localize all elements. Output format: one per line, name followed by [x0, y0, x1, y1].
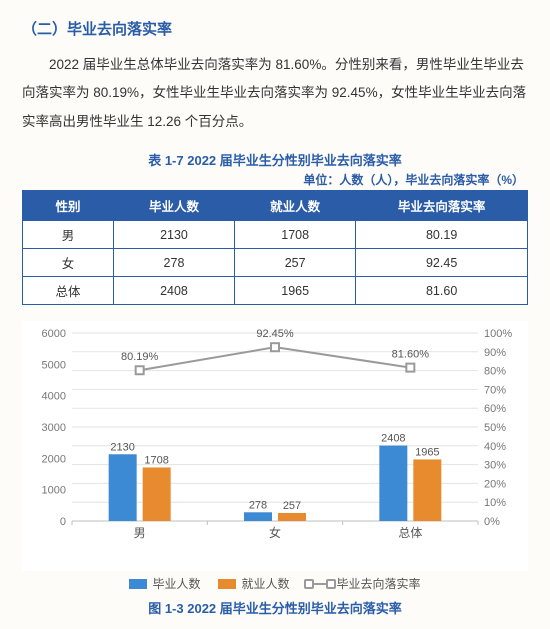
- section-title: （二）毕业去向落实率: [22, 18, 528, 39]
- svg-text:0: 0: [60, 516, 66, 528]
- swatch-line: [308, 583, 332, 585]
- legend-label: 就业人数: [241, 575, 289, 592]
- cell: 1965: [235, 277, 356, 305]
- svg-text:男: 男: [134, 526, 146, 540]
- cell: 81.60: [356, 277, 528, 305]
- table-header-row: 性别 毕业人数 就业人数 毕业去向落实率: [23, 191, 528, 221]
- th-emp-count: 就业人数: [235, 191, 356, 221]
- th-rate: 毕业去向落实率: [356, 191, 528, 221]
- table-row: 女 278 257 92.45: [23, 249, 528, 277]
- table-row: 男 2130 1708 80.19: [23, 221, 528, 249]
- svg-text:3000: 3000: [42, 422, 66, 434]
- table-row: 总体 2408 1965 81.60: [23, 277, 528, 305]
- svg-text:278: 278: [249, 499, 267, 511]
- svg-text:80.19%: 80.19%: [121, 351, 159, 363]
- cell: 257: [235, 249, 356, 277]
- chart-svg: 0% 10% 20% 30% 40% 50% 60% 70% 80% 90% 100% 0 1000 20…: [22, 321, 528, 561]
- legend-item-grad: 毕业人数: [129, 575, 200, 592]
- chart-legend: 毕业人数 就业人数 毕业去向落实率: [22, 575, 528, 592]
- cell: 2130: [113, 221, 234, 249]
- svg-text:5000: 5000: [42, 359, 66, 371]
- svg-text:257: 257: [283, 500, 301, 512]
- svg-text:6000: 6000: [42, 328, 66, 340]
- cell: 女: [23, 249, 114, 277]
- cell: 1708: [235, 221, 356, 249]
- legend-item-emp: 就业人数: [218, 575, 289, 592]
- svg-text:81.60%: 81.60%: [392, 349, 430, 361]
- legend-item-rate: 毕业去向落实率: [308, 575, 421, 592]
- svg-text:女: 女: [269, 525, 281, 540]
- cell: 92.45: [356, 249, 528, 277]
- swatch-bar2: [218, 579, 236, 589]
- cell: 总体: [23, 277, 114, 305]
- svg-text:1965: 1965: [415, 446, 439, 458]
- data-table: 性别 毕业人数 就业人数 毕业去向落实率 男 2130 1708 80.19 女…: [22, 190, 528, 305]
- cell: 278: [113, 249, 234, 277]
- svg-text:总体: 总体: [398, 526, 422, 540]
- svg-text:30%: 30%: [484, 460, 506, 472]
- table-unit: 单位：人数（人），毕业去向落实率（%）: [22, 171, 528, 188]
- cell: 80.19: [356, 221, 528, 249]
- svg-text:80%: 80%: [484, 366, 506, 378]
- svg-text:92.45%: 92.45%: [256, 328, 294, 340]
- svg-text:0%: 0%: [484, 516, 500, 528]
- svg-text:50%: 50%: [484, 422, 506, 434]
- cell: 男: [23, 221, 114, 249]
- svg-text:20%: 20%: [484, 478, 506, 490]
- figure-caption: 图 1-3 2022 届毕业生分性别毕业去向落实率: [22, 598, 528, 617]
- legend-label: 毕业去向落实率: [337, 575, 421, 592]
- svg-text:90%: 90%: [484, 347, 506, 359]
- th-gender: 性别: [23, 191, 114, 221]
- svg-text:4000: 4000: [42, 391, 66, 403]
- svg-text:60%: 60%: [484, 403, 506, 415]
- th-grad-count: 毕业人数: [113, 191, 234, 221]
- table-caption: 表 1-7 2022 届毕业生分性别毕业去向落实率: [22, 150, 528, 169]
- cell: 2408: [113, 277, 234, 305]
- svg-text:2130: 2130: [110, 441, 134, 453]
- svg-text:2408: 2408: [381, 433, 405, 445]
- svg-text:2000: 2000: [42, 453, 66, 465]
- svg-text:40%: 40%: [484, 441, 506, 453]
- combo-chart: 0% 10% 20% 30% 40% 50% 60% 70% 80% 90% 100% 0 1000 20…: [22, 321, 528, 571]
- svg-text:100%: 100%: [484, 328, 512, 340]
- swatch-bar1: [129, 579, 147, 589]
- svg-text:1000: 1000: [42, 485, 66, 497]
- svg-text:1708: 1708: [144, 455, 168, 467]
- svg-text:10%: 10%: [484, 497, 506, 509]
- svg-text:70%: 70%: [484, 384, 506, 396]
- body-paragraph: 2022 届毕业生总体毕业去向落实率为 81.60%。分性别来看，男性毕业生毕业…: [22, 51, 528, 136]
- legend-label: 毕业人数: [152, 575, 200, 592]
